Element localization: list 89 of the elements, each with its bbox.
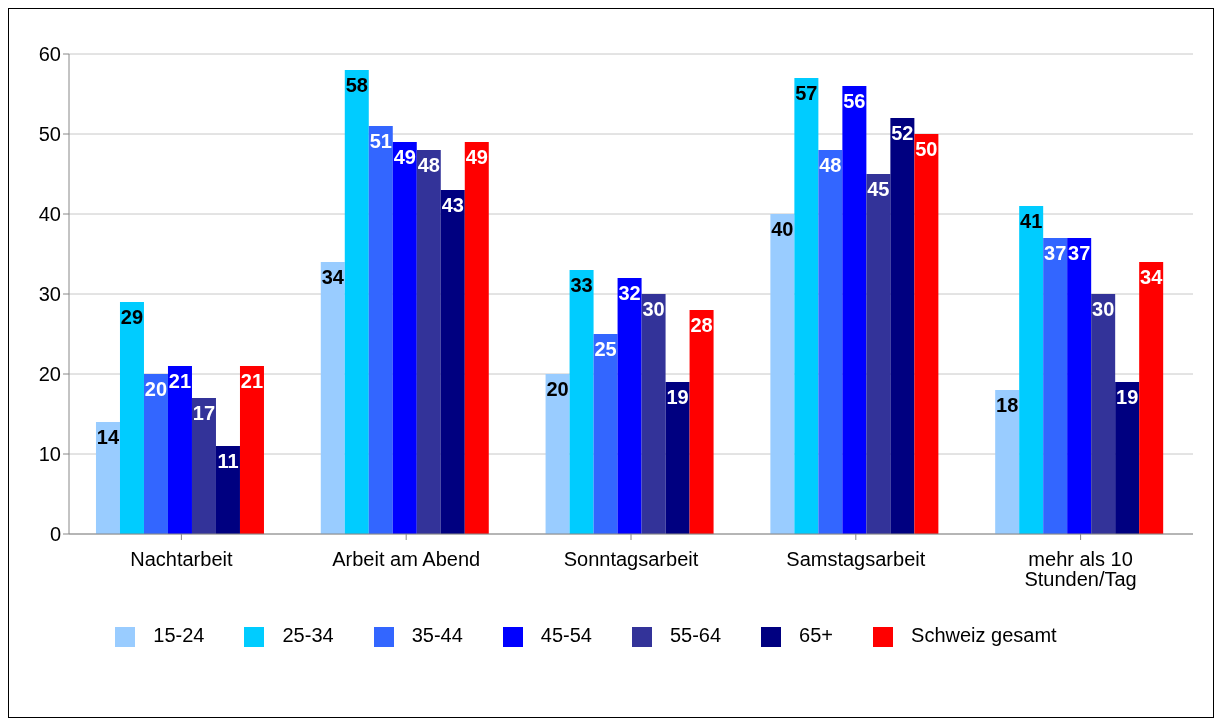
bar [593,334,618,534]
data-label: 57 [795,82,818,105]
data-label: 58 [345,74,368,97]
legend-label: 55-64 [669,624,722,646]
data-label: 52 [891,122,914,145]
data-label: 49 [393,146,416,169]
y-tick-label: 50 [38,123,61,146]
y-tick-label: 10 [38,443,61,466]
x-tick-label: Sonntagsarbeit [563,548,699,571]
bar [344,70,369,534]
bar [215,446,240,534]
data-label: 21 [240,370,264,393]
data-label: 21 [168,370,192,393]
data-label: 43 [441,194,464,217]
data-label: 45 [867,178,890,201]
bar [995,390,1020,534]
bar [770,214,795,534]
x-tick-label: mehr als 10 Stunden/Tag [1024,548,1137,591]
data-label: 19 [1116,386,1139,409]
bar [842,86,867,534]
y-tick-label: 40 [38,203,61,226]
bar [464,142,489,534]
y-tick-label: 60 [38,43,61,66]
bar [890,118,915,534]
bar [191,398,216,534]
data-label: 14 [96,426,120,449]
legend-label: 25-34 [282,624,334,646]
bar [1139,262,1164,534]
legend-label: 35-44 [411,624,463,646]
bar [167,366,192,534]
data-label: 18 [996,394,1019,417]
bar [416,150,441,534]
bar [866,174,891,534]
data-label: 48 [819,154,842,177]
bar [320,262,345,534]
bar [1043,238,1068,534]
bar [368,126,393,534]
data-label: 50 [915,138,938,161]
data-label: 49 [465,146,488,169]
bar [143,374,168,534]
data-label: 37 [1068,242,1091,265]
data-label: 33 [570,274,593,297]
legend-label: 65+ [799,624,834,646]
bar [665,382,690,534]
x-tick-label: Arbeit am Abend [332,548,481,571]
bar [119,302,144,534]
data-label: 25 [594,338,617,361]
bar [239,366,264,534]
data-label: 51 [369,130,392,153]
data-label: 20 [546,378,569,401]
data-label: 40 [771,218,794,241]
data-label: 11 [217,450,239,473]
data-label: 32 [618,282,641,305]
bar [1067,238,1092,534]
data-label: 48 [417,154,440,177]
data-label: 17 [192,402,216,425]
bar [569,270,594,534]
y-tick-label: 0 [49,523,61,546]
bar [392,142,417,534]
legend-label: Schweiz gesamt [911,624,1057,646]
legend-label: 15-24 [153,624,205,646]
data-label: 30 [1092,298,1115,321]
bar [818,150,843,534]
data-label: 41 [1020,210,1043,233]
x-tick-label: Samstagsarbeit [786,548,926,571]
bar [617,278,642,534]
bar [1115,382,1140,534]
x-tick-label: Nachtarbeit [130,548,233,571]
data-label: 29 [120,306,144,329]
data-label: 56 [843,90,866,113]
data-label: 34 [1140,266,1164,289]
data-label: 28 [690,314,713,337]
bar [545,374,570,534]
bar [440,190,465,534]
bar [95,422,120,534]
data-label: 19 [666,386,689,409]
data-label: 20 [144,378,168,401]
bar [689,310,714,534]
data-label: 30 [642,298,665,321]
data-label: 37 [1044,242,1067,265]
bar [794,78,819,534]
legend-label: 45-54 [540,624,592,646]
y-tick-label: 30 [38,283,61,306]
bar [914,134,939,534]
y-tick-label: 20 [38,363,61,386]
bar [641,294,666,534]
bar [1091,294,1116,534]
bar [1019,206,1044,534]
data-label: 34 [321,266,345,289]
